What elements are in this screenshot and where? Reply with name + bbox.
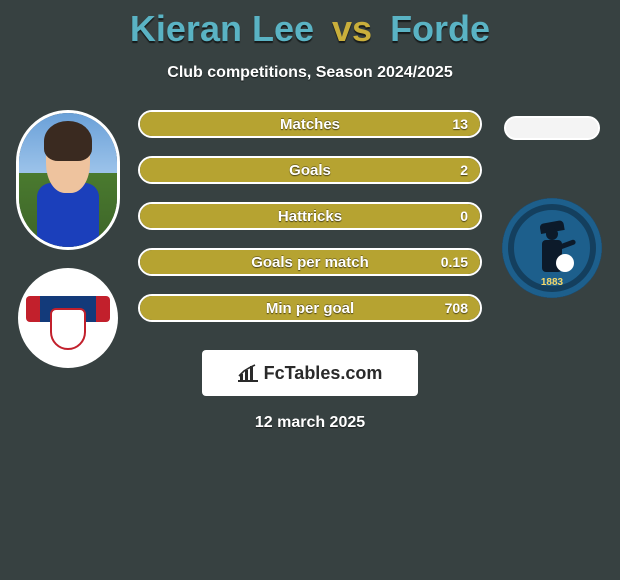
badge-year: 1883 [502, 277, 602, 288]
bar-value-right: 13 [452, 116, 468, 132]
bar-label: Goals per match [140, 254, 480, 271]
bar-label: Goals [140, 162, 480, 179]
bolton-badge-icon [28, 278, 108, 358]
subtitle: Club competitions, Season 2024/2025 [0, 64, 620, 82]
player1-photo [19, 113, 117, 247]
stat-bar: Matches013 [138, 110, 482, 138]
player1-club-badge [18, 268, 118, 368]
bar-label: Hattricks [140, 208, 480, 225]
date: 12 march 2025 [0, 414, 620, 432]
bar-value-right: 0.15 [441, 254, 468, 270]
content: 1883 Matches013Goals02Hattricks00Goals p… [0, 110, 620, 432]
bar-label: Min per goal [140, 300, 480, 317]
title-vs: vs [332, 8, 372, 49]
brand-box: FcTables.com [202, 350, 418, 396]
page-title: Kieran Lee vs Forde [0, 0, 620, 50]
title-player2: Forde [390, 8, 490, 49]
stat-bar: Hattricks00 [138, 202, 482, 230]
player2-club-badge: 1883 [502, 198, 602, 298]
bar-value-right: 2 [460, 162, 468, 178]
left-column [8, 110, 128, 368]
player1-avatar [16, 110, 120, 250]
bar-value-right: 0 [460, 208, 468, 224]
title-player1: Kieran Lee [130, 8, 314, 49]
stat-bars: Matches013Goals02Hattricks00Goals per ma… [138, 110, 482, 322]
stat-bar: Goals02 [138, 156, 482, 184]
bar-label: Matches [140, 116, 480, 133]
right-column: 1883 [492, 110, 612, 298]
stat-bar: Min per goal0708 [138, 294, 482, 322]
bar-value-right: 708 [445, 300, 468, 316]
brand-text: FcTables.com [264, 363, 383, 384]
brand-chart-icon [238, 364, 258, 382]
player2-avatar [504, 116, 600, 140]
stat-bar: Goals per match00.15 [138, 248, 482, 276]
